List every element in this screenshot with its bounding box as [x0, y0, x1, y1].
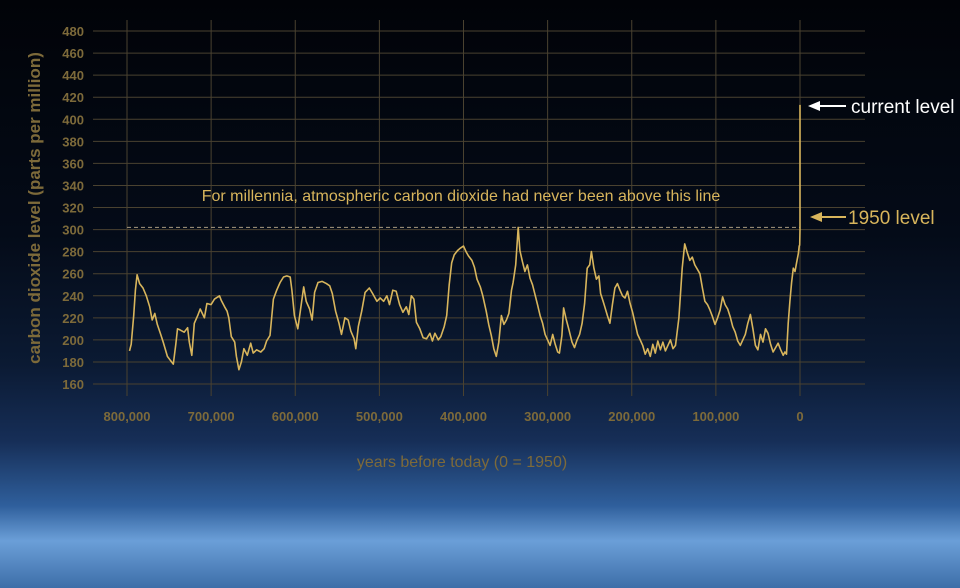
y-tick-label: 480 — [62, 24, 84, 39]
y-tick-label: 320 — [62, 201, 84, 216]
threshold-annotation: For millennia, atmospheric carbon dioxid… — [202, 188, 721, 205]
y-tick-label: 400 — [62, 112, 84, 127]
current-level-label: current level — [851, 97, 955, 118]
x-tick-label: 100,000 — [692, 409, 739, 424]
y-tick-label: 260 — [62, 267, 84, 282]
y-tick-label: 340 — [62, 178, 84, 193]
x-tick-label: 0 — [796, 409, 803, 424]
y-tick-label: 440 — [62, 68, 84, 83]
1950-level-marker: 1950 level — [810, 208, 935, 229]
x-axis-ticks: 800,000 700,000 600,000 500,000 400,000 300,0… — [104, 409, 804, 424]
grid — [93, 20, 865, 396]
y-tick-label: 160 — [62, 377, 84, 392]
y-tick-label: 420 — [62, 90, 84, 105]
y-tick-label: 220 — [62, 311, 84, 326]
y-tick-label: 300 — [62, 223, 84, 238]
y-tick-label: 180 — [62, 355, 84, 370]
y-tick-label: 240 — [62, 289, 84, 304]
y-tick-label: 460 — [62, 46, 84, 61]
x-tick-label: 800,000 — [104, 409, 151, 424]
current-level-marker: current level — [808, 97, 955, 118]
y-axis-label: carbon dioxide level (parts per million) — [25, 52, 44, 364]
y-axis-ticks: 160 180 200 220 240 260 280 300 320 340 360 380 400 4… — [62, 24, 84, 392]
1950-level-label: 1950 level — [848, 208, 935, 229]
x-tick-label: 500,000 — [356, 409, 403, 424]
co2-series-line — [128, 104, 801, 371]
y-tick-label: 360 — [62, 156, 84, 171]
x-tick-label: 700,000 — [188, 409, 235, 424]
x-axis-label: years before today (0 = 1950) — [357, 454, 567, 471]
y-tick-label: 380 — [62, 134, 84, 149]
x-tick-label: 300,000 — [524, 409, 571, 424]
y-tick-label: 280 — [62, 245, 84, 260]
x-tick-label: 600,000 — [272, 409, 319, 424]
y-tick-label: 200 — [62, 333, 84, 348]
x-tick-label: 200,000 — [608, 409, 655, 424]
x-tick-label: 400,000 — [440, 409, 487, 424]
